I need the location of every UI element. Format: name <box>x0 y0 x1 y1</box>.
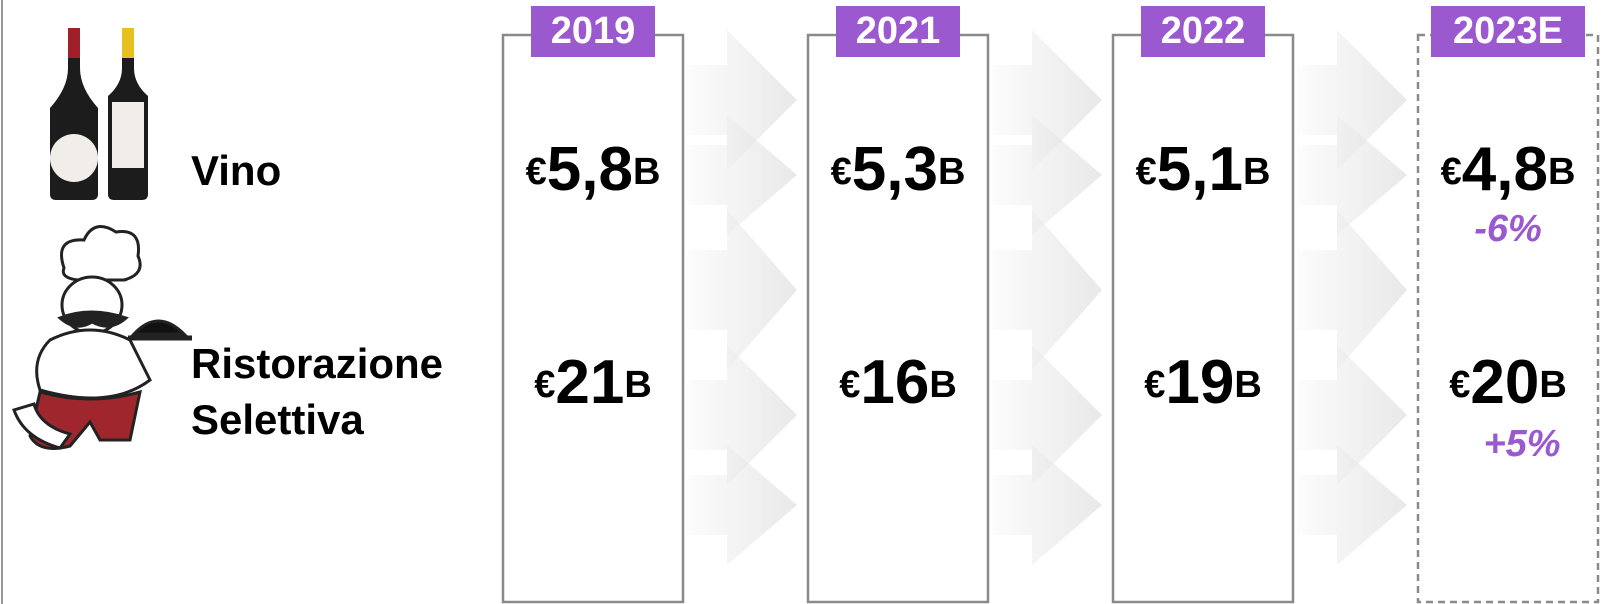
value: 20 <box>1470 348 1539 417</box>
arrow-decoration <box>687 445 797 565</box>
value-label: €5,8B <box>526 135 661 204</box>
value-label: €16B <box>839 348 957 417</box>
currency: € <box>1144 364 1165 406</box>
row-label: Vino <box>191 147 281 194</box>
arrow-decoration <box>687 210 797 370</box>
year-label: 2022 <box>1161 10 1246 52</box>
slide: VinoRistorazioneSelettiva2019€5,8B€21B20… <box>0 0 1604 604</box>
value: 5,1 <box>1157 135 1243 204</box>
value-label: €5,1B <box>1136 135 1271 204</box>
change-label: -6% <box>1474 208 1542 250</box>
currency: € <box>831 151 852 193</box>
unit: B <box>929 364 956 406</box>
currency: € <box>1449 364 1470 406</box>
value: 19 <box>1165 348 1234 417</box>
unit: B <box>1243 151 1270 193</box>
year-column <box>503 35 683 602</box>
currency: € <box>534 364 555 406</box>
value: 16 <box>860 348 929 417</box>
value-label: €19B <box>1144 348 1262 417</box>
value: 4,8 <box>1462 135 1548 204</box>
unit: B <box>1234 364 1261 406</box>
arrow-decoration <box>1297 210 1407 370</box>
year-column <box>1113 35 1293 602</box>
year-label: 2023E <box>1453 10 1563 52</box>
currency: € <box>526 151 547 193</box>
currency: € <box>1441 151 1462 193</box>
value-label: €21B <box>534 348 652 417</box>
row-label: Selettiva <box>191 396 364 443</box>
unit: B <box>633 151 660 193</box>
arrow-decoration <box>992 445 1102 565</box>
change-label: +5% <box>1483 423 1560 465</box>
value: 5,8 <box>547 135 633 204</box>
currency: € <box>839 364 860 406</box>
unit: B <box>624 364 651 406</box>
row-label: Ristorazione <box>191 340 443 387</box>
value-label: €5,3B <box>831 135 966 204</box>
year-label: 2021 <box>856 10 941 52</box>
value-label: €4,8B <box>1441 135 1576 204</box>
value-label: €20B <box>1449 348 1567 417</box>
arrow-decoration <box>992 210 1102 370</box>
unit: B <box>1548 151 1575 193</box>
chef-icon <box>14 227 192 449</box>
value: 5,3 <box>852 135 938 204</box>
value: 21 <box>555 348 624 417</box>
year-label: 2019 <box>551 10 636 52</box>
year-column <box>808 35 988 602</box>
currency: € <box>1136 151 1157 193</box>
wine-bottles-icon <box>50 28 148 200</box>
year-column <box>1418 35 1598 602</box>
arrow-decoration <box>1297 445 1407 565</box>
unit: B <box>938 151 965 193</box>
unit: B <box>1539 364 1566 406</box>
